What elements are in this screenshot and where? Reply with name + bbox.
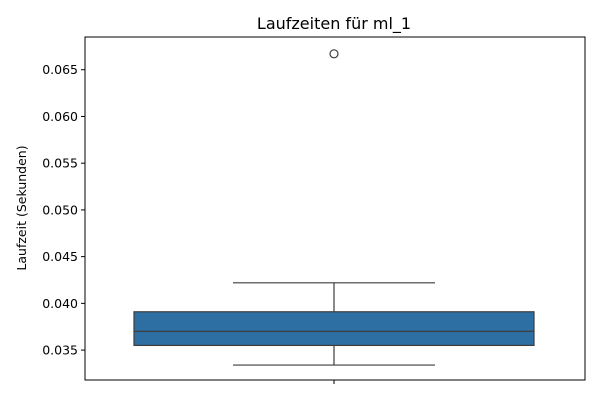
y-tick-label: 0.045 <box>42 249 78 264</box>
y-tick-label: 0.060 <box>42 109 78 124</box>
chart-title: Laufzeiten für ml_1 <box>257 14 411 34</box>
y-tick-label: 0.040 <box>42 296 78 311</box>
y-axis-label: Laufzeit (Sekunden) <box>14 145 29 270</box>
y-tick-label: 0.065 <box>42 62 78 77</box>
y-tick-label: 0.055 <box>42 156 78 171</box>
iqr-box <box>133 311 535 347</box>
outlier-point <box>329 49 339 59</box>
plot-area: 0.035 0.040 0.045 0.050 0.055 0.060 0.065 <box>42 36 586 384</box>
y-tick-label: 0.050 <box>42 202 78 217</box>
y-tick-label: 0.035 <box>42 343 78 358</box>
plot-frame <box>84 36 586 381</box>
